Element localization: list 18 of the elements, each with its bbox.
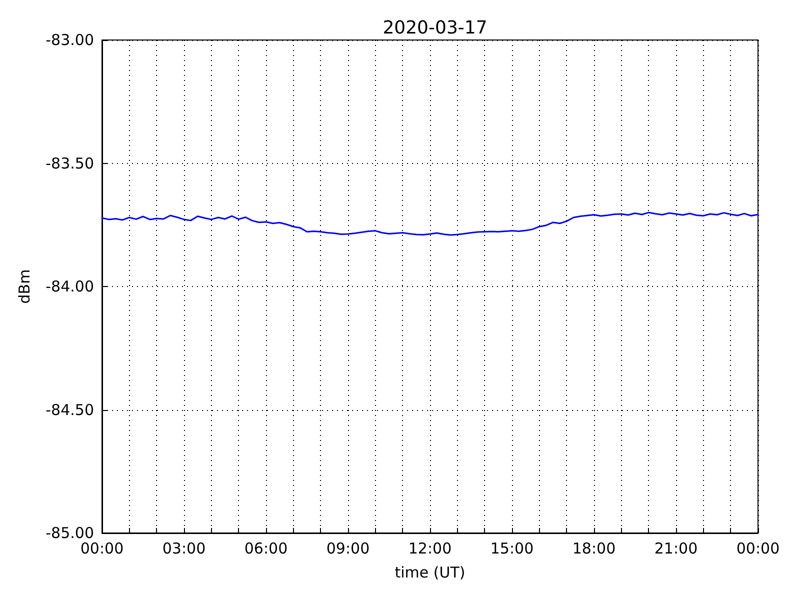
x-tick-label: 06:00 (244, 540, 288, 558)
y-tick-label: -83.00 (46, 31, 94, 49)
y-axis-title: dBm (16, 269, 34, 304)
line-series (101, 212, 759, 236)
x-tick-label: 12:00 (408, 540, 452, 558)
x-tick-label: 09:00 (326, 540, 370, 558)
x-tick-label: 15:00 (490, 540, 534, 558)
chart-title: 2020-03-17 (382, 18, 488, 38)
y-tick-label: -83.50 (46, 154, 94, 172)
y-tick-label: -84.50 (46, 400, 94, 419)
x-tick-label: 21:00 (654, 540, 698, 558)
y-tick-label: -85.00 (46, 524, 94, 542)
x-tick-label: 00:00 (736, 540, 780, 558)
x-axis-title: time (UT) (394, 564, 466, 582)
y-tick-label: -84.00 (46, 278, 94, 296)
x-tick-label: 00:00 (80, 540, 124, 558)
x-tick-label: 18:00 (572, 540, 616, 558)
x-tick-label: 03:00 (162, 540, 206, 558)
